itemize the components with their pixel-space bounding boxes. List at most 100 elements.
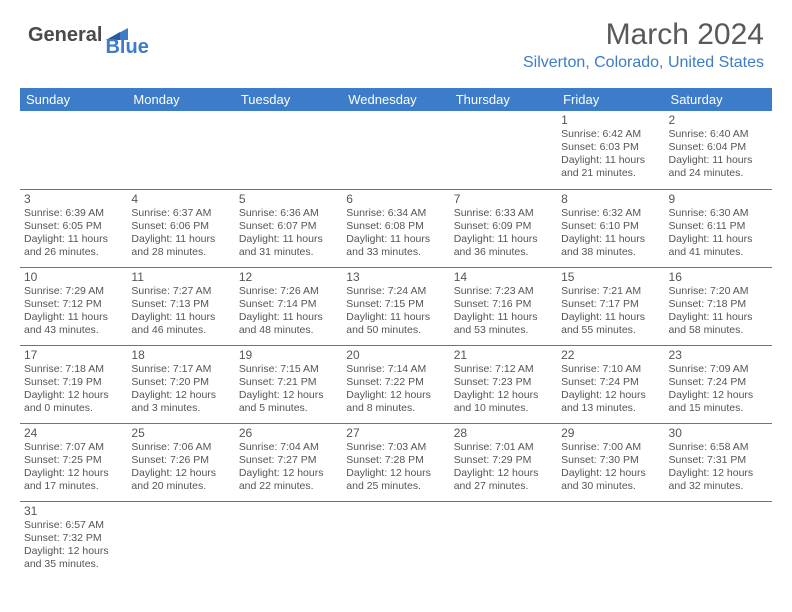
cell-text-dl2: and 17 minutes.	[24, 480, 123, 493]
calendar-cell: 19Sunrise: 7:15 AMSunset: 7:21 PMDayligh…	[235, 345, 342, 423]
cell-text-dl2: and 32 minutes.	[669, 480, 768, 493]
cell-text-sr: Sunrise: 7:26 AM	[239, 285, 338, 298]
dayname-thursday: Thursday	[450, 88, 557, 111]
cell-text-dl1: Daylight: 11 hours	[669, 233, 768, 246]
day-number: 26	[239, 426, 338, 440]
cell-text-sr: Sunrise: 7:24 AM	[346, 285, 445, 298]
calendar-cell: 1Sunrise: 6:42 AMSunset: 6:03 PMDaylight…	[557, 111, 664, 189]
cell-text-dl2: and 10 minutes.	[454, 402, 553, 415]
day-number: 19	[239, 348, 338, 362]
calendar-cell: 30Sunrise: 6:58 AMSunset: 7:31 PMDayligh…	[665, 423, 772, 501]
cell-text-dl2: and 28 minutes.	[131, 246, 230, 259]
day-number: 20	[346, 348, 445, 362]
cell-text-dl2: and 27 minutes.	[454, 480, 553, 493]
calendar-cell	[342, 111, 449, 189]
cell-text-dl1: Daylight: 11 hours	[561, 154, 660, 167]
cell-text-dl2: and 0 minutes.	[24, 402, 123, 415]
cell-text-sr: Sunrise: 7:20 AM	[669, 285, 768, 298]
dayname-tuesday: Tuesday	[235, 88, 342, 111]
calendar-cell: 9Sunrise: 6:30 AMSunset: 6:11 PMDaylight…	[665, 189, 772, 267]
cell-text-dl1: Daylight: 12 hours	[131, 467, 230, 480]
cell-text-sr: Sunrise: 7:06 AM	[131, 441, 230, 454]
calendar-cell: 7Sunrise: 6:33 AMSunset: 6:09 PMDaylight…	[450, 189, 557, 267]
cell-text-dl1: Daylight: 11 hours	[346, 233, 445, 246]
cell-text-sr: Sunrise: 7:12 AM	[454, 363, 553, 376]
day-number: 29	[561, 426, 660, 440]
cell-text-dl1: Daylight: 12 hours	[131, 389, 230, 402]
cell-text-dl1: Daylight: 11 hours	[239, 311, 338, 324]
cell-text-sr: Sunrise: 6:33 AM	[454, 207, 553, 220]
calendar-cell: 25Sunrise: 7:06 AMSunset: 7:26 PMDayligh…	[127, 423, 234, 501]
day-number: 6	[346, 192, 445, 206]
calendar-table: Sunday Monday Tuesday Wednesday Thursday…	[20, 88, 772, 579]
cell-text-ss: Sunset: 7:23 PM	[454, 376, 553, 389]
cell-text-ss: Sunset: 7:15 PM	[346, 298, 445, 311]
dayname-friday: Friday	[557, 88, 664, 111]
cell-text-dl1: Daylight: 11 hours	[24, 311, 123, 324]
calendar-cell: 16Sunrise: 7:20 AMSunset: 7:18 PMDayligh…	[665, 267, 772, 345]
calendar-row: 17Sunrise: 7:18 AMSunset: 7:19 PMDayligh…	[20, 345, 772, 423]
cell-text-sr: Sunrise: 7:29 AM	[24, 285, 123, 298]
cell-text-ss: Sunset: 6:11 PM	[669, 220, 768, 233]
day-number: 27	[346, 426, 445, 440]
day-number: 18	[131, 348, 230, 362]
cell-text-dl2: and 3 minutes.	[131, 402, 230, 415]
cell-text-ss: Sunset: 6:09 PM	[454, 220, 553, 233]
day-number: 21	[454, 348, 553, 362]
cell-text-sr: Sunrise: 6:30 AM	[669, 207, 768, 220]
cell-text-sr: Sunrise: 7:00 AM	[561, 441, 660, 454]
day-number: 22	[561, 348, 660, 362]
cell-text-sr: Sunrise: 7:04 AM	[239, 441, 338, 454]
cell-text-dl1: Daylight: 12 hours	[561, 467, 660, 480]
calendar-cell: 18Sunrise: 7:17 AMSunset: 7:20 PMDayligh…	[127, 345, 234, 423]
cell-text-dl2: and 48 minutes.	[239, 324, 338, 337]
cell-text-ss: Sunset: 7:17 PM	[561, 298, 660, 311]
cell-text-sr: Sunrise: 7:14 AM	[346, 363, 445, 376]
cell-text-sr: Sunrise: 7:15 AM	[239, 363, 338, 376]
day-number: 14	[454, 270, 553, 284]
cell-text-ss: Sunset: 7:26 PM	[131, 454, 230, 467]
cell-text-dl2: and 38 minutes.	[561, 246, 660, 259]
cell-text-dl1: Daylight: 11 hours	[454, 311, 553, 324]
cell-text-ss: Sunset: 6:05 PM	[24, 220, 123, 233]
calendar-cell: 17Sunrise: 7:18 AMSunset: 7:19 PMDayligh…	[20, 345, 127, 423]
calendar-cell: 6Sunrise: 6:34 AMSunset: 6:08 PMDaylight…	[342, 189, 449, 267]
day-number: 9	[669, 192, 768, 206]
cell-text-dl2: and 15 minutes.	[669, 402, 768, 415]
calendar-cell: 13Sunrise: 7:24 AMSunset: 7:15 PMDayligh…	[342, 267, 449, 345]
calendar-cell: 10Sunrise: 7:29 AMSunset: 7:12 PMDayligh…	[20, 267, 127, 345]
cell-text-ss: Sunset: 6:03 PM	[561, 141, 660, 154]
cell-text-sr: Sunrise: 7:17 AM	[131, 363, 230, 376]
cell-text-ss: Sunset: 6:08 PM	[346, 220, 445, 233]
calendar-cell: 5Sunrise: 6:36 AMSunset: 6:07 PMDaylight…	[235, 189, 342, 267]
cell-text-ss: Sunset: 7:13 PM	[131, 298, 230, 311]
calendar-cell	[450, 111, 557, 189]
cell-text-sr: Sunrise: 7:07 AM	[24, 441, 123, 454]
calendar-cell	[127, 501, 234, 579]
cell-text-dl2: and 33 minutes.	[346, 246, 445, 259]
calendar-cell	[127, 111, 234, 189]
cell-text-dl2: and 41 minutes.	[669, 246, 768, 259]
day-number: 8	[561, 192, 660, 206]
cell-text-dl2: and 13 minutes.	[561, 402, 660, 415]
day-number: 25	[131, 426, 230, 440]
logo-text-main: General	[28, 24, 102, 47]
day-number: 24	[24, 426, 123, 440]
cell-text-sr: Sunrise: 7:09 AM	[669, 363, 768, 376]
calendar-row: 24Sunrise: 7:07 AMSunset: 7:25 PMDayligh…	[20, 423, 772, 501]
cell-text-sr: Sunrise: 7:21 AM	[561, 285, 660, 298]
day-number: 13	[346, 270, 445, 284]
cell-text-dl1: Daylight: 12 hours	[239, 389, 338, 402]
cell-text-dl2: and 35 minutes.	[24, 558, 123, 571]
cell-text-dl1: Daylight: 12 hours	[239, 467, 338, 480]
calendar-cell: 27Sunrise: 7:03 AMSunset: 7:28 PMDayligh…	[342, 423, 449, 501]
cell-text-dl2: and 21 minutes.	[561, 167, 660, 180]
calendar-cell: 3Sunrise: 6:39 AMSunset: 6:05 PMDaylight…	[20, 189, 127, 267]
calendar-cell: 21Sunrise: 7:12 AMSunset: 7:23 PMDayligh…	[450, 345, 557, 423]
cell-text-dl1: Daylight: 12 hours	[454, 389, 553, 402]
cell-text-ss: Sunset: 7:24 PM	[669, 376, 768, 389]
cell-text-dl1: Daylight: 12 hours	[669, 467, 768, 480]
calendar-cell	[665, 501, 772, 579]
cell-text-dl2: and 50 minutes.	[346, 324, 445, 337]
cell-text-ss: Sunset: 7:14 PM	[239, 298, 338, 311]
